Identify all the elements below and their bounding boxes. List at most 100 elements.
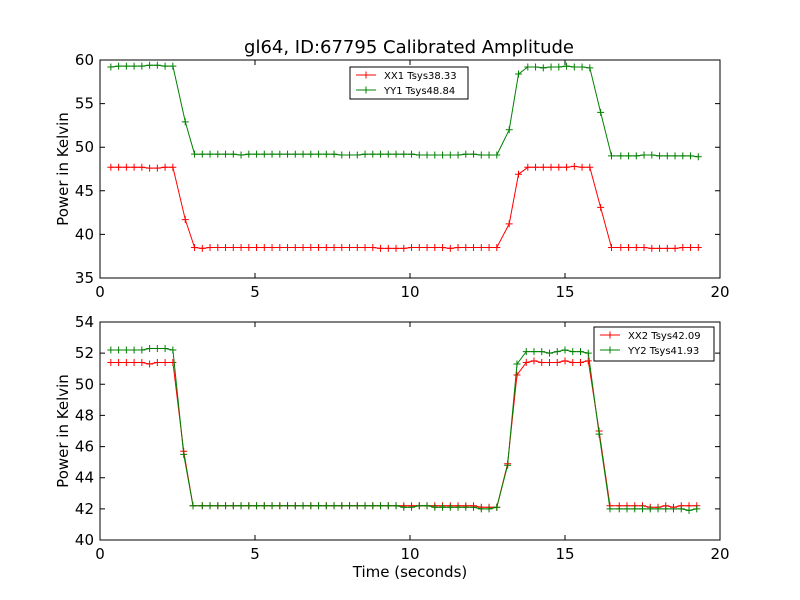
data-point [632, 243, 640, 251]
data-point [330, 150, 338, 158]
data-point [648, 151, 656, 159]
data-point [189, 502, 197, 510]
data-point [338, 151, 346, 159]
data-point [229, 243, 237, 251]
data-point [198, 244, 206, 252]
data-point [555, 163, 563, 171]
y-tick-label: 45 [75, 182, 94, 200]
data-point [561, 346, 569, 354]
data-point [245, 150, 253, 158]
legend-marker [606, 346, 614, 354]
data-point [222, 243, 230, 251]
data-point [181, 216, 189, 224]
series-line-1-1 [110, 348, 697, 511]
x-tick-label: 10 [400, 545, 419, 563]
data-point [530, 348, 538, 356]
data-point [315, 150, 323, 158]
data-point [454, 503, 462, 511]
data-point [493, 503, 501, 511]
data-point [577, 348, 584, 356]
data-point [268, 502, 276, 510]
data-point [470, 150, 478, 158]
data-point [415, 243, 423, 251]
data-point [694, 243, 702, 251]
data-point [377, 502, 385, 510]
data-point [338, 502, 346, 510]
data-point [237, 502, 245, 510]
data-point [260, 150, 268, 158]
data-point [578, 63, 586, 71]
data-point [330, 502, 338, 510]
data-point [477, 505, 485, 513]
data-point [181, 118, 189, 126]
data-point [206, 150, 214, 158]
data-point [415, 502, 423, 510]
y-tick-label: 54 [75, 313, 94, 331]
data-point [191, 243, 199, 251]
data-point [284, 150, 292, 158]
data-point [130, 163, 138, 171]
data-point [284, 243, 292, 251]
data-point [260, 502, 268, 510]
data-point [206, 243, 214, 251]
data-point [513, 360, 521, 368]
data-point [694, 153, 702, 161]
data-point [553, 358, 561, 366]
data-point [146, 360, 154, 368]
data-point [353, 151, 361, 159]
data-point [662, 505, 670, 513]
data-point [584, 349, 592, 357]
data-point [346, 502, 354, 510]
data-point [198, 150, 206, 158]
y-tick-label: 44 [75, 469, 94, 487]
x-tick-label: 20 [710, 283, 729, 301]
data-point [276, 150, 284, 158]
data-point [107, 358, 115, 366]
x-tick-label: 10 [400, 283, 419, 301]
data-point [595, 430, 603, 438]
data-point [470, 503, 478, 511]
x-tick-label: 0 [95, 283, 105, 301]
data-point [685, 506, 693, 514]
data-point [677, 505, 685, 513]
data-point [400, 244, 408, 252]
data-point [563, 62, 571, 70]
data-point [679, 243, 687, 251]
x-tick-label: 15 [555, 283, 574, 301]
x-tick-label: 5 [250, 545, 260, 563]
x-tick-label: 5 [250, 283, 260, 301]
y-tick-label: 40 [75, 225, 94, 243]
data-point [656, 244, 664, 252]
data-point [623, 505, 631, 513]
data-point [253, 502, 261, 510]
data-point [214, 502, 222, 510]
data-point [330, 243, 338, 251]
data-point [222, 502, 230, 510]
data-point [648, 244, 656, 252]
data-point [408, 150, 416, 158]
data-point [138, 346, 146, 354]
y-tick-label: 52 [75, 344, 94, 362]
data-point [446, 503, 454, 511]
y-tick-label: 55 [75, 95, 94, 113]
legend-label: XX1 Tsys38.33 [384, 71, 457, 82]
data-point [693, 505, 701, 513]
data-point [346, 243, 354, 251]
data-point [454, 151, 462, 159]
data-point [260, 243, 268, 251]
data-point [597, 203, 605, 211]
legend-box [349, 66, 469, 100]
data-point [253, 150, 261, 158]
y-tick-label: 50 [75, 375, 94, 393]
x-tick-label: 15 [555, 545, 574, 563]
data-point [229, 150, 237, 158]
y-tick-label: 48 [75, 406, 94, 424]
data-point [237, 243, 245, 251]
data-point [161, 344, 169, 352]
data-point [446, 151, 454, 159]
data-point [505, 126, 513, 134]
data-point [191, 150, 199, 158]
data-point [632, 152, 640, 160]
data-point [505, 220, 513, 228]
